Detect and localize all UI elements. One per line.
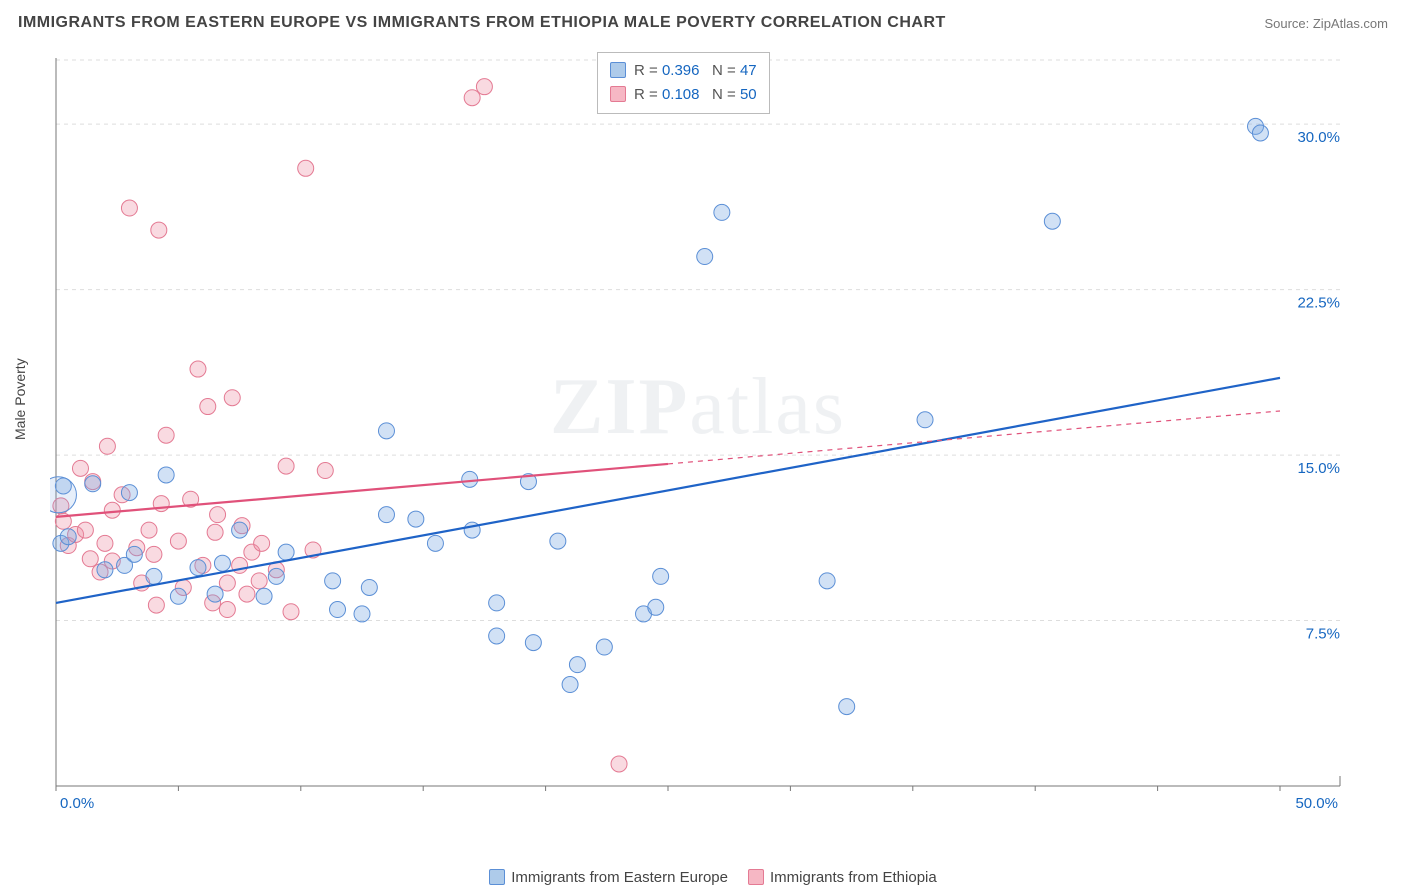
source-link[interactable]: ZipAtlas.com — [1313, 16, 1388, 31]
svg-text:50.0%: 50.0% — [1295, 795, 1338, 812]
source-attribution: Source: ZipAtlas.com — [1264, 16, 1388, 31]
legend-swatch — [489, 869, 505, 885]
legend-swatch — [748, 869, 764, 885]
stats-row: R = 0.396 N = 47 — [610, 59, 757, 83]
scatter-plot: 7.5%15.0%22.5%30.0%0.0%50.0% ZIPatlas R … — [50, 52, 1350, 822]
legend-label: Immigrants from Eastern Europe — [511, 869, 728, 886]
svg-text:0.0%: 0.0% — [60, 795, 94, 812]
correlation-stats-box: R = 0.396 N = 47R = 0.108 N = 50 — [597, 52, 770, 114]
svg-text:7.5%: 7.5% — [1306, 626, 1340, 643]
svg-text:30.0%: 30.0% — [1297, 129, 1340, 146]
svg-text:15.0%: 15.0% — [1297, 460, 1340, 477]
series-legend: Immigrants from Eastern Europe Immigrants… — [0, 869, 1406, 886]
y-axis-label: Male Poverty — [12, 358, 28, 440]
legend-label: Immigrants from Ethiopia — [770, 869, 937, 886]
stats-row: R = 0.108 N = 50 — [610, 83, 757, 107]
svg-text:22.5%: 22.5% — [1297, 295, 1340, 312]
chart-title: IMMIGRANTS FROM EASTERN EUROPE VS IMMIGR… — [18, 14, 946, 32]
